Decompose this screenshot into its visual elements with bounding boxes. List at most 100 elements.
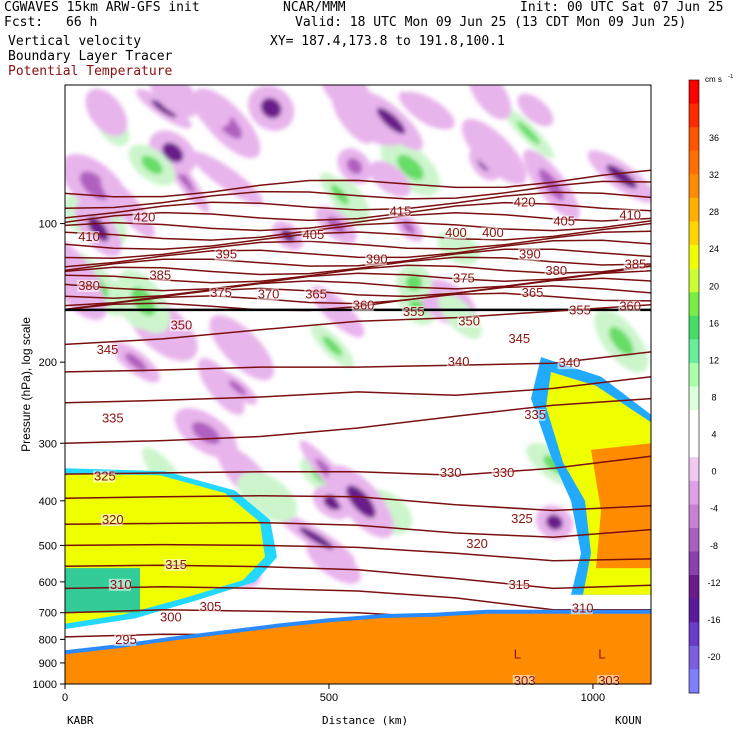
colorbar-unit: cm s (705, 75, 722, 84)
theta-label-bg (618, 209, 641, 222)
theta-label-bg (351, 299, 374, 312)
theta-label-bg (169, 319, 192, 332)
theta-label: 315 (165, 557, 187, 572)
field-boundary-layer-tracer: Boundary Layer Tracer (8, 49, 173, 64)
colorbar-label: 12 (709, 355, 719, 365)
theta-label-bg (557, 357, 580, 370)
terrain-fill (65, 613, 651, 684)
y-tick-label: 200 (39, 357, 57, 369)
end-station-label: KOUN (615, 714, 642, 727)
theta-label: 360 (353, 297, 375, 312)
theta-label: 310 (110, 577, 132, 592)
low-marker: L (598, 646, 605, 661)
theta-label-bg (507, 333, 530, 346)
theta-label: 400 (445, 225, 467, 240)
w-cell (517, 93, 554, 127)
w-cell (149, 85, 200, 118)
forecast-label: Fcst: (4, 15, 44, 30)
theta-label: 365 (522, 285, 544, 300)
colorbar-label: 32 (709, 170, 719, 180)
theta-label: 390 (366, 252, 388, 267)
theta-label: 420 (514, 195, 536, 210)
colorbar-label: 36 (709, 133, 719, 143)
w-core (376, 107, 406, 135)
w-cell (190, 151, 264, 205)
theta-label-bg (438, 467, 461, 480)
theta-label: 380 (545, 263, 567, 278)
x-tick-label: 1000 (581, 692, 605, 704)
theta-label-bg (568, 304, 591, 317)
theta-label-bg (388, 205, 411, 218)
y-tick-label: 100 (39, 219, 57, 231)
w-core (79, 171, 111, 200)
theta-label-bg (401, 305, 424, 318)
theta-label: 400 (482, 225, 504, 240)
theta-label-bg (457, 315, 480, 328)
y-tick-label: 400 (39, 496, 57, 508)
x-tick-label: 500 (320, 692, 338, 704)
theta-line (65, 543, 651, 562)
y-tick-label: 1000 (33, 679, 57, 691)
theta-label: 415 (390, 203, 412, 218)
theta-label: 395 (215, 247, 237, 262)
y-axis-label: Pressure (hPa), log scale (19, 317, 33, 452)
theta-label-bg (159, 611, 182, 624)
theta-label-bg (108, 578, 131, 591)
w-core (228, 380, 247, 396)
y-tick-label: 700 (39, 608, 57, 620)
theta-label-bg (148, 269, 171, 282)
theta-line (65, 201, 651, 224)
w-core (346, 485, 376, 518)
y-tick-label: 600 (39, 577, 57, 589)
theta-label: 350 (458, 314, 480, 329)
theta-label-bg (570, 602, 593, 615)
w-core (151, 99, 177, 118)
x-tick-label: 0 (62, 692, 68, 704)
theta-line (65, 397, 651, 445)
theta-label-bg (304, 288, 327, 301)
theta-line (65, 303, 651, 346)
colorbar-swatch (689, 598, 699, 623)
plot-frame (64, 84, 652, 685)
theta-label-bg (465, 538, 488, 551)
theta-label-bg (198, 601, 221, 614)
w-core (609, 326, 634, 356)
low-marker: L (514, 646, 521, 661)
theta-label-bg (446, 356, 469, 369)
theta-label-bg (552, 215, 575, 228)
colorbar-swatch (689, 645, 699, 670)
theta-label-bg (256, 288, 279, 301)
theta-line (65, 248, 651, 272)
colorbar-label: -16 (707, 615, 720, 625)
theta-label-bg (100, 412, 123, 425)
y-tick-label: 900 (39, 658, 57, 670)
theta-label: 340 (559, 355, 581, 370)
theta-label: 325 (511, 511, 533, 526)
theta-line (65, 351, 651, 373)
w-core (402, 221, 416, 234)
theta-label-bg (77, 279, 100, 292)
theta-label: 340 (448, 354, 470, 369)
init-time: Init: 00 UTC Sat 07 Jun 25 (520, 0, 724, 15)
theta-label: 320 (466, 536, 488, 551)
colorbar-swatch (689, 103, 699, 128)
theta-label: 300 (160, 610, 182, 625)
theta-label-bg (618, 300, 641, 313)
theta-line (65, 375, 651, 404)
theta-label: 345 (508, 331, 530, 346)
colorbar-swatch (689, 150, 699, 175)
w-core (397, 154, 424, 181)
w-cell (461, 118, 527, 185)
theta-line (65, 191, 651, 219)
field-vertical-velocity: Vertical velocity (8, 34, 142, 49)
theta-line (65, 265, 651, 292)
y-tick-label: 500 (39, 540, 57, 552)
theta-label: 335 (102, 411, 124, 426)
colorbar-label: 4 (711, 430, 716, 440)
w-core (162, 142, 184, 163)
theta-line (65, 220, 651, 241)
theta-label-bg (507, 578, 530, 591)
theta-label: 330 (440, 465, 462, 480)
colorbar-label: -4 (710, 504, 718, 514)
colorbar-swatch (689, 292, 699, 317)
